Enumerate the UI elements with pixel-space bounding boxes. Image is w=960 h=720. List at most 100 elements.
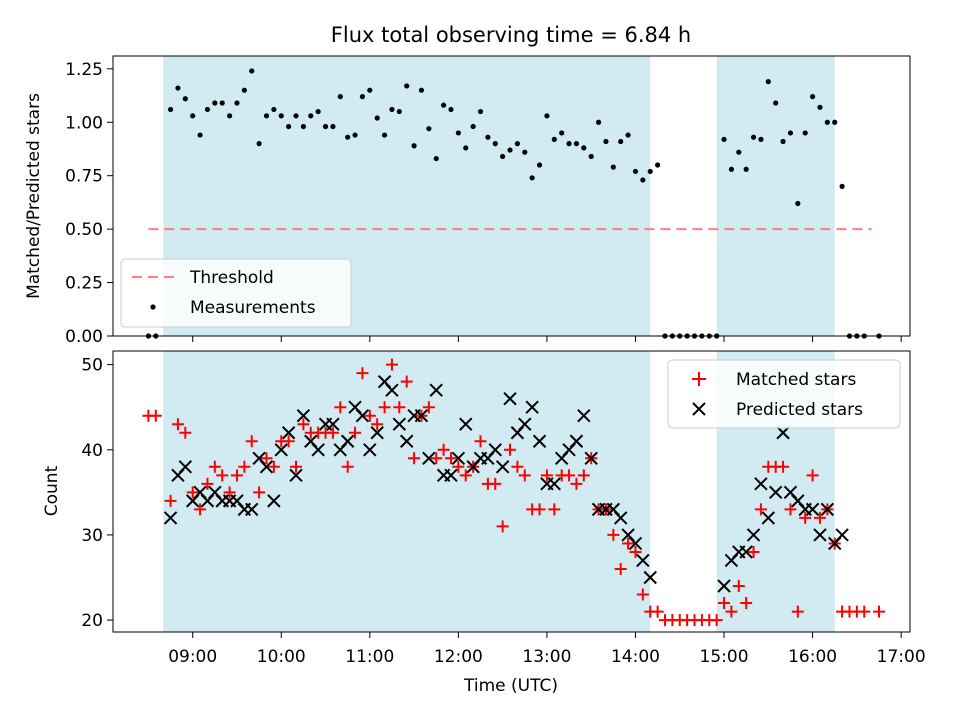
legend-measurements-label: Measurements [190,298,316,318]
measurement-point [832,119,838,125]
measurement-point [758,136,764,142]
predicted-star-point [163,511,178,525]
matched-star-point [260,452,273,465]
legend-matched-swatch [692,372,706,386]
matched-star-point [563,469,576,482]
measurement-point [426,126,432,132]
matched-star-point [208,460,221,473]
matched-star-point [253,486,266,499]
matched-star-point [806,469,819,482]
predicted-star-point [267,494,281,508]
matched-star-point [533,503,546,516]
measurement-point [167,106,174,113]
measurement-point [544,113,550,119]
x-tick-label: 11:00 [345,647,394,667]
predicted-star-point [643,570,657,585]
predicted-star-point [311,443,325,457]
measurement-point [337,94,343,100]
measurement-point [367,87,373,93]
y-tick-label: 40 [81,441,103,461]
predicted-star-point [754,477,768,491]
predicted-star-point [805,502,820,517]
matched-star-point [385,358,398,371]
measurement-point [647,168,653,175]
measurement-point [256,141,262,147]
measurement-point [492,141,498,147]
matched-star-point [430,452,443,465]
matched-star-point [194,503,207,516]
measurement-point [212,100,218,106]
predicted-star-point [525,400,539,414]
measurement-point [404,83,410,89]
matched-star-point [164,494,177,507]
bottom-x-ticks: 09:00 10:00 11:00 12:00 13:00 14:00 15:00 16:00… [168,632,926,667]
y-tick-label: 0.25 [65,274,103,294]
measurement-point [536,162,543,168]
predicted-stars-points [163,374,849,593]
measurement-point [500,153,506,160]
observing-window-2 [716,56,835,336]
bottom-legend: Matched stars Predicted stars [667,359,901,429]
measurement-point [824,119,830,125]
predicted-star-point [370,426,384,440]
measurement-point [817,104,823,110]
measurement-point [190,113,196,119]
x-tick-label: 09:00 [168,647,217,667]
measurement-point [736,149,742,155]
predicted-star-point [385,383,399,397]
predicted-star-point [444,468,458,483]
measurement-point [455,130,461,136]
predicted-star-point [776,426,790,440]
matched-star-point [201,477,214,490]
observing-window-1 [163,351,651,632]
matched-star-point [223,486,236,499]
predicted-star-point [274,443,288,457]
measurement-point [345,134,351,140]
matched-star-point [334,401,347,414]
measurement-point [249,68,255,74]
measurement-point [175,85,181,91]
matched-star-point [422,401,435,414]
matched-star-point [149,409,162,422]
matched-star-point [238,460,251,473]
y-tick-label: 30 [81,526,103,546]
top-legend: Threshold Measurements [120,258,352,328]
matched-star-point [363,409,376,422]
matched-star-point [371,418,384,431]
matched-star-point [290,460,303,473]
matched-star-point [459,469,472,482]
predicted-star-point [392,417,407,431]
predicted-star-point [326,417,340,431]
measurement-point [330,123,336,130]
matched-star-point [747,545,760,558]
matched-star-point [570,477,583,490]
predicted-star-point [178,460,193,474]
matched-star-point [245,435,258,448]
predicted-star-point [532,434,547,448]
legend-matched-label: Matched stars [736,370,856,390]
x-tick-label: 16:00 [788,647,837,667]
measurement-point [780,138,786,145]
measurement-point [573,141,580,147]
matched-star-point [437,443,450,456]
measurement-point [721,136,727,142]
predicted-star-point [835,528,849,542]
matched-star-point [452,460,465,473]
measurement-point [322,123,329,130]
bottom-axes-frame [112,350,911,633]
measurement-point [610,164,616,170]
measurement-point [308,113,314,119]
predicted-star-point [259,460,274,474]
predicted-star-point [636,553,650,568]
matched-star-point [740,597,753,610]
matched-star-point [171,418,184,431]
measurement-point [514,141,521,147]
measurement-point [381,132,388,138]
measurement-point [300,123,306,130]
predicted-star-point [813,528,827,542]
measurement-point [359,94,366,100]
predicted-star-point [459,417,473,431]
matched-star-point [873,605,886,618]
measurement-point [787,130,794,136]
